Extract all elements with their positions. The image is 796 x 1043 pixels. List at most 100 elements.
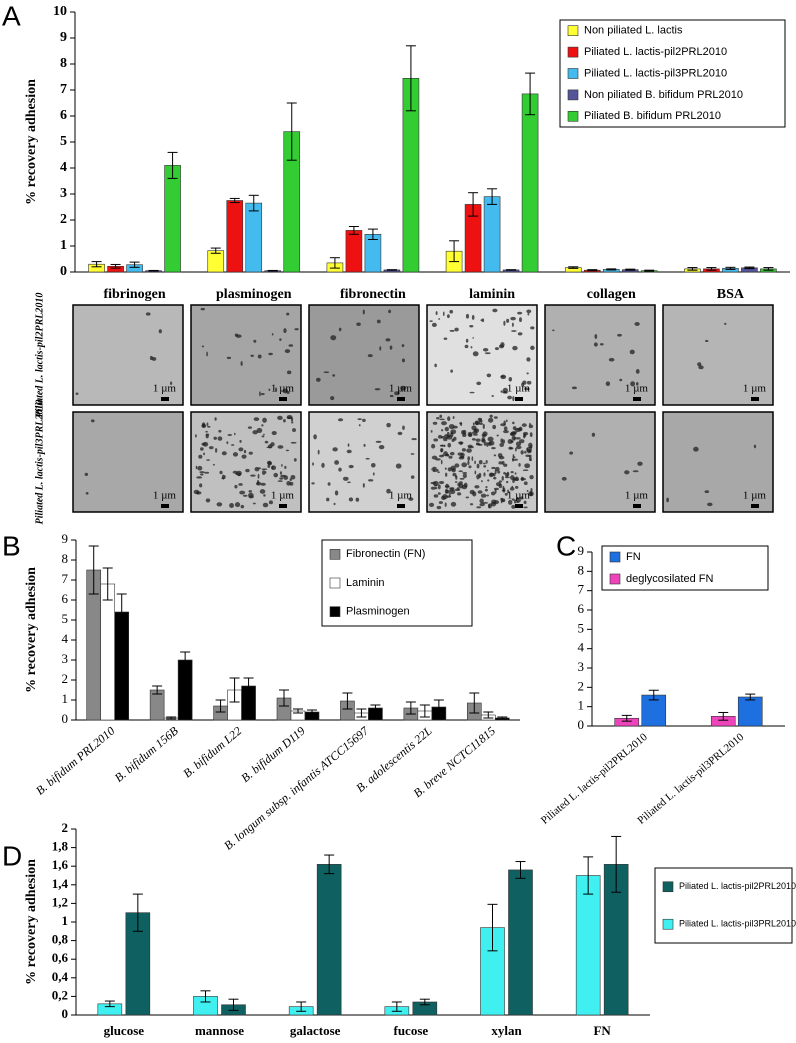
micrograph-particle <box>489 414 493 418</box>
micrograph-particle <box>629 349 635 355</box>
micrograph-particle <box>697 362 702 367</box>
micrograph-particle <box>452 415 455 419</box>
micrograph-particle <box>445 453 450 456</box>
micrograph-particle <box>495 466 500 472</box>
micrograph-particle <box>440 448 444 453</box>
micrograph-particle <box>196 491 202 495</box>
y-tick-label: 2 <box>62 671 69 686</box>
micrograph-particle <box>358 424 361 427</box>
micrograph-particle <box>290 417 294 422</box>
error-bar <box>644 269 655 272</box>
scale-bar <box>279 397 287 401</box>
micrograph-particle <box>196 476 203 479</box>
scale-bar <box>751 504 759 508</box>
micrograph-particle <box>520 496 524 500</box>
error-bar <box>129 261 140 268</box>
micrograph-particle <box>315 377 321 382</box>
micrograph-particle <box>460 422 463 426</box>
micrograph-particle <box>478 418 482 423</box>
scale-label: 1 µm <box>743 383 767 395</box>
error-bar <box>167 151 178 179</box>
micrograph-particle <box>526 372 529 375</box>
micrograph-particle <box>513 479 519 481</box>
micrograph-particle <box>486 373 492 378</box>
micrograph-particle <box>503 471 506 475</box>
micrograph-particle <box>362 309 365 315</box>
y-axis-label: % recovery adhesion <box>24 79 39 205</box>
micrograph-particle <box>429 320 433 322</box>
micrograph-particle <box>429 502 435 507</box>
micrograph-particle <box>411 438 417 441</box>
error-bar <box>515 861 526 879</box>
micrograph <box>190 304 302 406</box>
panel-letter: A <box>2 0 21 31</box>
y-tick-label: 3 <box>62 651 69 666</box>
micrograph-particle <box>492 424 497 430</box>
micrograph-particle <box>283 475 289 480</box>
micrograph-particle <box>376 319 381 324</box>
scale-bar <box>633 504 641 508</box>
micrograph-particle <box>473 429 478 432</box>
scale-bar <box>397 504 405 508</box>
micrograph-particle <box>525 454 530 457</box>
micrograph-particle <box>338 467 342 472</box>
micrograph-particle <box>486 494 490 497</box>
micrograph-particle <box>430 430 433 433</box>
legend-swatch <box>609 551 621 563</box>
micrograph-particle <box>262 470 266 475</box>
error-bar <box>433 699 444 715</box>
micrograph-particle <box>365 457 370 460</box>
micrograph-particle <box>261 435 265 438</box>
micrograph-particle <box>511 498 515 501</box>
x-tick-label: Piliated L. lactis-pil3PRL2010 <box>635 731 746 827</box>
micrograph-particle <box>436 505 442 510</box>
legend-swatch <box>567 111 579 122</box>
micrograph-particle <box>200 447 204 451</box>
micrograph-particle <box>199 471 205 474</box>
micrograph-particle <box>90 419 95 423</box>
micrograph-particle <box>501 476 504 481</box>
micrograph-particle <box>458 470 463 473</box>
micrograph-particle <box>496 434 499 437</box>
micrograph-particle <box>515 447 517 452</box>
error-bar <box>568 266 579 269</box>
micrograph-particle <box>207 425 211 428</box>
x-tick-label: fibrinogen <box>103 287 165 302</box>
micrograph-particle <box>474 460 476 465</box>
micrograph-particle <box>438 501 444 504</box>
micrograph-particle <box>386 422 391 428</box>
micrograph-particle <box>487 479 490 482</box>
micrograph-particle <box>480 319 483 322</box>
y-tick-label: 4 <box>60 160 67 175</box>
scale-bar <box>161 397 169 401</box>
micrograph-particle <box>445 489 450 494</box>
micrograph-particle <box>530 492 533 496</box>
micrograph-particle <box>394 391 400 396</box>
micrograph-particle <box>198 454 203 459</box>
error-bar <box>506 269 517 271</box>
micrograph-particle <box>327 482 331 486</box>
micrograph-particle <box>505 419 508 423</box>
error-bar <box>583 856 594 895</box>
y-tick-label: 1 <box>60 238 67 253</box>
micrograph-particle <box>250 474 256 477</box>
micrograph-particle <box>475 438 481 442</box>
micrograph-particle <box>515 445 522 450</box>
micrograph-particle <box>503 320 506 326</box>
error-bar <box>279 689 289 707</box>
micrograph-particle <box>491 394 494 398</box>
micrograph-particle <box>216 502 223 507</box>
micrograph-particle <box>481 318 485 323</box>
legend-label: Piliated L. lactis-pil2PRL2010 <box>679 881 796 891</box>
micrograph-particle <box>617 333 622 337</box>
micrograph-particle <box>226 356 232 360</box>
micrograph-particle <box>250 354 254 357</box>
micrograph-particle <box>552 329 555 332</box>
micrograph-particle <box>332 447 338 452</box>
panel-letter: C <box>556 530 576 561</box>
scale-label: 1 µm <box>153 383 177 395</box>
x-tick-label: BSA <box>717 287 745 302</box>
micrograph-particle <box>286 370 292 375</box>
micrograph-particle <box>698 365 704 370</box>
error-bar <box>110 263 121 269</box>
